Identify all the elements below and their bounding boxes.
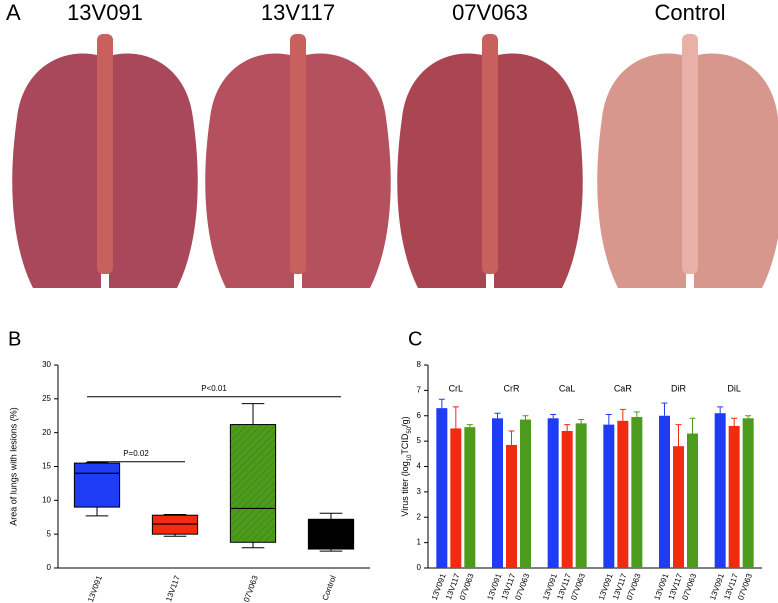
bar [506, 444, 517, 568]
y-tick-label: 0 [47, 563, 52, 572]
y-tick-label: 5 [417, 436, 422, 445]
significance-label: P<0.01 [201, 384, 227, 393]
trachea [682, 34, 698, 274]
y-tick-label: 25 [42, 394, 51, 403]
box [307, 518, 355, 550]
lung-lobe [397, 53, 486, 288]
bar [436, 408, 448, 568]
y-tick-label: 3 [417, 487, 422, 496]
y-axis-label: Area of lungs with lesions (%) [8, 407, 18, 526]
panel-label: C [408, 328, 422, 350]
group-label: CrL [449, 383, 464, 393]
bar [450, 428, 462, 568]
bar [464, 427, 476, 568]
y-tick-label: 5 [47, 529, 52, 538]
panel-label: A [6, 0, 21, 25]
box [151, 514, 199, 535]
bar [728, 425, 740, 568]
bar [687, 433, 698, 568]
panel-label: B [8, 328, 21, 350]
y-axis-label-part: 10 [407, 454, 413, 461]
y-tick-label: 1 [417, 538, 422, 547]
lung-image [397, 34, 583, 288]
y-tick-label: 0 [417, 563, 422, 572]
lung-lobe [597, 53, 686, 288]
y-axis-label-part: TCID [400, 433, 410, 454]
image-title: 07V063 [452, 0, 528, 25]
lung-image [597, 34, 778, 288]
image-title: Control [655, 0, 726, 25]
bar [673, 446, 684, 568]
trachea [290, 34, 306, 274]
y-axis-label-part: 50 [407, 426, 413, 433]
y-tick-label: 6 [417, 411, 422, 420]
bar [575, 423, 587, 568]
y-tick-label: 15 [42, 462, 51, 471]
x-tick-label: Control [321, 574, 338, 602]
y-tick-label: 10 [42, 495, 51, 504]
bar [492, 418, 503, 568]
y-tick-label: 20 [42, 428, 51, 437]
lung-lobe [109, 53, 198, 288]
y-tick-label: 30 [42, 360, 51, 369]
lung-lobe [494, 53, 583, 288]
group-label: CaL [559, 383, 576, 393]
group-label: CaR [614, 383, 633, 393]
bar [547, 418, 559, 568]
image-title: 13V117 [261, 0, 335, 25]
x-tick-label: 07V063 [242, 574, 260, 603]
bar [742, 418, 754, 568]
trachea [97, 34, 113, 274]
group-label: DiL [727, 383, 741, 393]
x-tick-label: 13V117 [164, 574, 182, 603]
bar [631, 417, 643, 568]
lung-lobe [694, 53, 778, 288]
lung-lobe [205, 53, 294, 288]
y-axis-label-part: Virus titer (log [400, 461, 410, 516]
lung-image [12, 34, 198, 288]
image-title: 13V091 [67, 0, 143, 25]
bar [617, 420, 629, 568]
trachea [482, 34, 498, 274]
group-label: DiR [671, 383, 686, 393]
y-axis-label: Virus titer (log10TCID50/g) [400, 416, 412, 516]
y-tick-label: 8 [417, 360, 422, 369]
bar [561, 430, 573, 568]
y-axis-label-part: /g) [400, 416, 410, 427]
lung-image [205, 34, 391, 288]
bar [659, 415, 670, 568]
bar [603, 424, 615, 568]
x-tick-label: 13V091 [86, 574, 104, 603]
box-hatch [230, 424, 276, 543]
bar [520, 419, 531, 568]
lung-lobe [302, 53, 391, 288]
bar [714, 413, 726, 568]
group-label: CrR [504, 383, 520, 393]
y-tick-label: 7 [417, 385, 422, 394]
y-tick-label: 4 [417, 462, 422, 471]
significance-label: P=0.02 [123, 449, 149, 458]
y-tick-label: 2 [417, 512, 422, 521]
lung-lobe [12, 53, 101, 288]
box [73, 462, 121, 508]
